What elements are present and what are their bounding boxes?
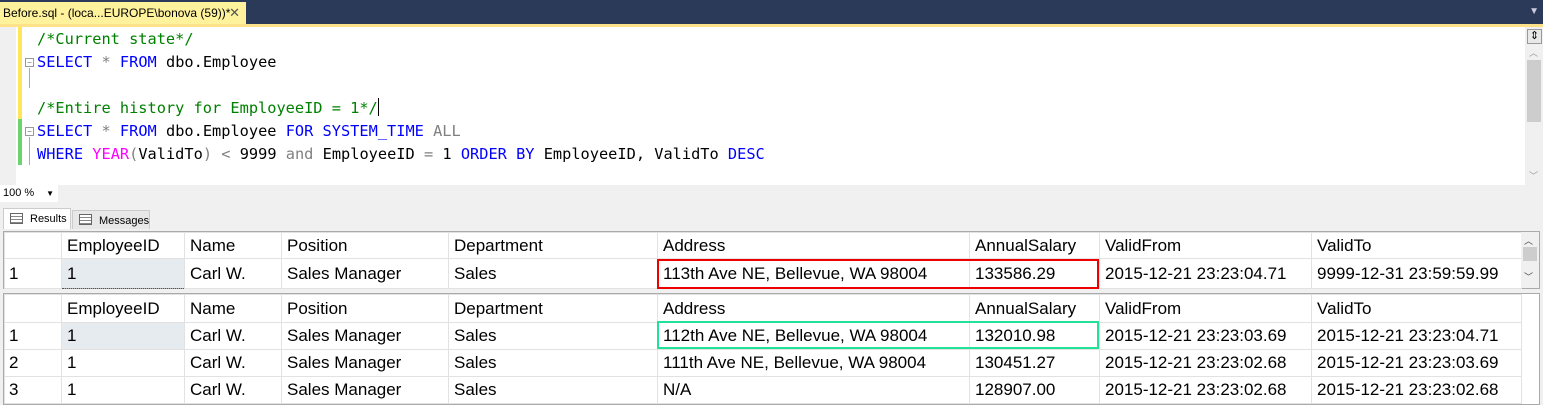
table-cell[interactable]: 1: [61, 258, 185, 289]
document-tab-title: Before.sql - (loca...EUROPE\bonova (59))…: [3, 6, 231, 20]
table-cell[interactable]: 2015-12-21 23:23:04.71: [1311, 322, 1522, 350]
table-cell[interactable]: 133586.29: [969, 258, 1100, 289]
table-row[interactable]: 2 1 Carl W. Sales Manager Sales 111th Ave NE,…: [4, 349, 1522, 377]
table-cell[interactable]: Carl W.: [184, 349, 282, 377]
editor-gutter: [0, 27, 16, 185]
query-editor[interactable]: − − /*Current state*/ SELECT * FROM dbo.…: [0, 27, 1525, 185]
table-cell[interactable]: Sales Manager: [281, 322, 449, 350]
table-cell[interactable]: 1: [61, 322, 185, 350]
table-cell[interactable]: 2015-12-21 23:23:04.71: [1099, 258, 1312, 289]
grid-icon: [10, 213, 23, 224]
table-cell[interactable]: Carl W.: [184, 376, 282, 404]
table-cell[interactable]: 132010.98: [969, 322, 1100, 350]
table-cell[interactable]: 3: [4, 376, 62, 404]
tab-dropdown-icon[interactable]: ▼: [1529, 6, 1539, 17]
table-cell[interactable]: Sales: [448, 322, 658, 350]
table-row[interactable]: 1 1 Carl W. Sales Manager Sales 113th Ave NE,…: [4, 258, 1522, 289]
column-header[interactable]: [4, 232, 62, 259]
grid-scrollbar[interactable]: ︿ ﹀: [1521, 232, 1539, 288]
table-cell[interactable]: 2015-12-21 23:23:02.68: [1099, 349, 1312, 377]
column-header[interactable]: ValidFrom: [1099, 294, 1312, 323]
table-cell[interactable]: 113th Ave NE, Bellevue, WA 98004: [657, 258, 970, 289]
table-row[interactable]: 3 1 Carl W. Sales Manager Sales N/A 128907.00 2…: [4, 376, 1522, 404]
table-row[interactable]: 1 1 Carl W. Sales Manager Sales 112th Ave NE,…: [4, 322, 1522, 350]
column-header[interactable]: AnnualSalary: [969, 232, 1100, 259]
table-cell[interactable]: 128907.00: [969, 376, 1100, 404]
scroll-up-icon: ︿: [1524, 236, 1534, 246]
table-cell[interactable]: Sales Manager: [281, 258, 449, 289]
table-cell[interactable]: 112th Ave NE, Bellevue, WA 98004: [657, 322, 970, 350]
table-cell[interactable]: 9999-12-31 23:59:59.99: [1311, 258, 1522, 289]
code-line-5: SELECT * FROM dbo.Employee FOR SYSTEM_TI…: [37, 122, 461, 140]
column-header[interactable]: Position: [281, 232, 449, 259]
scroll-up-icon[interactable]: ︿: [1529, 48, 1539, 58]
table-cell[interactable]: 1: [61, 349, 185, 377]
close-icon[interactable]: ✕: [229, 5, 240, 20]
column-header[interactable]: Department: [448, 294, 658, 323]
column-header[interactable]: EmployeeID: [61, 294, 185, 323]
scroll-down-icon[interactable]: ﹀: [1529, 171, 1539, 181]
saved-change-bar: [18, 119, 22, 165]
code-line-2: SELECT * FROM dbo.Employee: [37, 53, 277, 71]
messages-icon: [79, 214, 92, 225]
tab-results[interactable]: Results: [3, 208, 71, 229]
table-cell[interactable]: 130451.27: [969, 349, 1100, 377]
table-cell[interactable]: 2015-12-21 23:23:02.68: [1311, 376, 1522, 404]
scroll-thumb: [1523, 247, 1537, 261]
column-header[interactable]: Department: [448, 232, 658, 259]
text-cursor: [377, 98, 379, 116]
chevron-down-icon: ▼: [46, 189, 54, 198]
document-tab[interactable]: Before.sql - (loca...EUROPE\bonova (59))…: [0, 2, 246, 24]
column-header[interactable]: Address: [657, 294, 970, 323]
column-header[interactable]: ValidFrom: [1099, 232, 1312, 259]
table-cell[interactable]: Sales: [448, 376, 658, 404]
collapse-icon[interactable]: −: [25, 127, 34, 136]
zoom-select[interactable]: 100 % ▼: [0, 185, 58, 202]
table-cell[interactable]: Sales: [448, 349, 658, 377]
tab-messages[interactable]: Messages: [72, 210, 150, 229]
editor-scrollbar[interactable]: ⇕ ︿ ﹀: [1525, 27, 1543, 185]
column-header[interactable]: ValidTo: [1311, 232, 1522, 259]
tab-underline: [0, 24, 1543, 27]
column-header[interactable]: EmployeeID: [61, 232, 185, 259]
table-cell[interactable]: Sales Manager: [281, 376, 449, 404]
column-header[interactable]: Name: [184, 294, 282, 323]
table-cell[interactable]: 1: [61, 376, 185, 404]
column-header[interactable]: Position: [281, 294, 449, 323]
column-header[interactable]: AnnualSalary: [969, 294, 1100, 323]
column-header[interactable]: ValidTo: [1311, 294, 1522, 323]
results-grid-current[interactable]: EmployeeID Name Position Department Address A…: [3, 231, 1540, 289]
column-header[interactable]: Name: [184, 232, 282, 259]
table-cell[interactable]: 2015-12-21 23:23:02.68: [1099, 376, 1312, 404]
split-icon[interactable]: ⇕: [1527, 29, 1542, 44]
table-cell[interactable]: Sales Manager: [281, 349, 449, 377]
results-grid-history[interactable]: EmployeeID Name Position Department Address A…: [3, 293, 1540, 405]
fold-line: [29, 68, 30, 88]
zoom-bar: 100 % ▼: [0, 185, 1525, 202]
document-tab-bar: Before.sql - (loca...EUROPE\bonova (59))…: [0, 0, 1543, 24]
collapse-icon[interactable]: −: [25, 58, 34, 67]
scroll-down-icon: ﹀: [1524, 272, 1534, 282]
table-cell[interactable]: N/A: [657, 376, 970, 404]
table-cell[interactable]: Carl W.: [184, 258, 282, 289]
scroll-thumb[interactable]: [1527, 60, 1541, 122]
table-cell[interactable]: Sales: [448, 258, 658, 289]
header-row: EmployeeID Name Position Department Address A…: [4, 294, 1522, 323]
table-cell[interactable]: Carl W.: [184, 322, 282, 350]
column-header[interactable]: Address: [657, 232, 970, 259]
code-line-6: WHERE YEAR(ValidTo) < 9999 and EmployeeI…: [37, 145, 765, 163]
column-header[interactable]: [4, 294, 62, 323]
code-line-1: /*Current state*/: [37, 30, 194, 48]
table-cell[interactable]: 2015-12-21 23:23:03.69: [1099, 322, 1312, 350]
table-cell[interactable]: 1: [4, 322, 62, 350]
table-cell[interactable]: 1: [4, 258, 62, 289]
table-cell[interactable]: 2: [4, 349, 62, 377]
fold-line: [29, 137, 30, 165]
code-line-4: /*Entire history for EmployeeID = 1*/: [37, 98, 379, 117]
header-row: EmployeeID Name Position Department Address A…: [4, 232, 1522, 259]
unsaved-change-bar: [18, 27, 22, 119]
table-cell[interactable]: 2015-12-21 23:23:03.69: [1311, 349, 1522, 377]
table-cell[interactable]: 111th Ave NE, Bellevue, WA 98004: [657, 349, 970, 377]
